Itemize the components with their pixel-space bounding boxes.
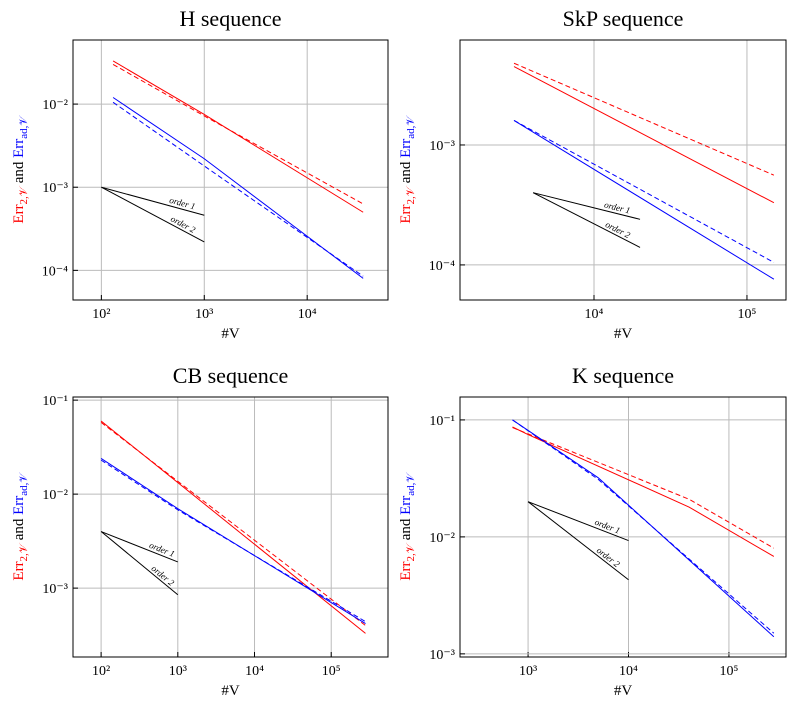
order-line bbox=[532, 192, 641, 248]
y-tick-label: 10⁻¹ bbox=[42, 394, 68, 409]
y-label-part: and bbox=[11, 515, 27, 544]
order-line bbox=[101, 186, 205, 216]
order-line bbox=[527, 501, 629, 581]
series-line bbox=[100, 459, 366, 623]
y-label-sub: ad,𝒱 bbox=[405, 115, 417, 139]
y-label-sub: ad,𝒱 bbox=[18, 115, 30, 139]
plot-frame bbox=[72, 396, 389, 658]
x-tick-label: 10⁵ bbox=[719, 664, 738, 679]
y-tick-label: 10⁻³ bbox=[429, 139, 455, 154]
order-line bbox=[527, 501, 629, 542]
y-label-part: Err bbox=[398, 204, 414, 223]
x-tick-label: 10³ bbox=[169, 664, 187, 679]
y-label-part: and bbox=[11, 158, 27, 187]
plot-area bbox=[73, 40, 388, 300]
series-line bbox=[513, 66, 775, 204]
y-label-sub: 2,𝒱 bbox=[405, 185, 417, 204]
y-tick-label: 10⁻² bbox=[42, 488, 68, 503]
y-label-sub: 2,𝒱 bbox=[405, 542, 417, 561]
y-tick-label: 10⁻³ bbox=[42, 181, 68, 196]
series-line bbox=[100, 457, 366, 624]
series-line bbox=[513, 120, 775, 263]
x-axis-label: #V bbox=[221, 683, 240, 699]
x-axis-label: #V bbox=[614, 683, 633, 699]
plot-area bbox=[460, 397, 786, 657]
plot-frame bbox=[72, 39, 389, 301]
y-label-sub: ad,𝒱 bbox=[18, 472, 30, 496]
y-label-part: and bbox=[398, 158, 414, 187]
order-line bbox=[100, 531, 179, 596]
y-label-sub: 2,𝒱 bbox=[18, 542, 30, 561]
x-axis-label: #V bbox=[614, 326, 633, 342]
y-axis-label: Err2,𝒱​ and Errad,𝒱​ bbox=[11, 115, 30, 224]
series-line bbox=[112, 97, 364, 279]
y-tick-label: 10⁻² bbox=[42, 98, 68, 113]
x-tick-label: 10³ bbox=[195, 307, 213, 322]
chart-title: SkP sequence bbox=[563, 6, 684, 31]
order-line bbox=[100, 531, 178, 563]
y-tick-label: 10⁻³ bbox=[429, 648, 455, 663]
y-tick-label: 10⁻⁴ bbox=[42, 264, 68, 279]
y-label-part: Err bbox=[398, 496, 414, 515]
chart-title: H sequence bbox=[179, 6, 281, 31]
x-tick-label: 10⁴ bbox=[298, 307, 317, 322]
series-line bbox=[512, 419, 775, 634]
y-label-part: Err bbox=[11, 496, 27, 515]
y-tick-label: 10⁻² bbox=[429, 531, 455, 546]
plot-area bbox=[460, 40, 786, 300]
y-label-part: Err bbox=[11, 561, 27, 580]
plot-frame bbox=[459, 39, 787, 301]
x-tick-label: 10³ bbox=[519, 664, 537, 679]
order-line bbox=[101, 186, 205, 243]
series-line bbox=[112, 60, 364, 213]
x-axis-label: #V bbox=[221, 326, 240, 342]
y-label-part: Err bbox=[398, 139, 414, 158]
y-label-part: and bbox=[398, 515, 414, 544]
series-line bbox=[513, 120, 775, 280]
y-label-part: Err bbox=[11, 204, 27, 223]
x-tick-label: 10⁴ bbox=[619, 664, 638, 679]
y-axis-label: Err2,𝒱​ and Errad,𝒱​ bbox=[11, 472, 30, 581]
plot-frame bbox=[459, 396, 787, 658]
series-line bbox=[112, 101, 364, 277]
x-tick-label: 10² bbox=[92, 664, 110, 679]
y-tick-label: 10⁻⁴ bbox=[429, 259, 455, 274]
series-line bbox=[112, 63, 364, 205]
y-label-sub: ad,𝒱 bbox=[405, 472, 417, 496]
y-axis-label: Err2,𝒱​ and Errad,𝒱​ bbox=[398, 472, 417, 581]
x-tick-label: 10² bbox=[92, 307, 110, 322]
series-line bbox=[513, 62, 775, 176]
y-tick-label: 10⁻³ bbox=[42, 582, 68, 597]
y-label-part: Err bbox=[398, 561, 414, 580]
chart-title: K sequence bbox=[572, 363, 674, 388]
chart-title: CB sequence bbox=[173, 363, 288, 388]
series-line bbox=[100, 420, 366, 634]
x-tick-label: 10⁴ bbox=[585, 307, 604, 322]
y-tick-label: 10⁻¹ bbox=[429, 414, 455, 429]
y-label-part: Err bbox=[11, 139, 27, 158]
y-label-sub: 2,𝒱 bbox=[18, 185, 30, 204]
order-line bbox=[533, 192, 641, 220]
x-tick-label: 10⁵ bbox=[738, 307, 757, 322]
x-tick-label: 10⁴ bbox=[245, 664, 264, 679]
y-axis-label: Err2,𝒱​ and Errad,𝒱​ bbox=[398, 115, 417, 224]
x-tick-label: 10⁵ bbox=[322, 664, 341, 679]
